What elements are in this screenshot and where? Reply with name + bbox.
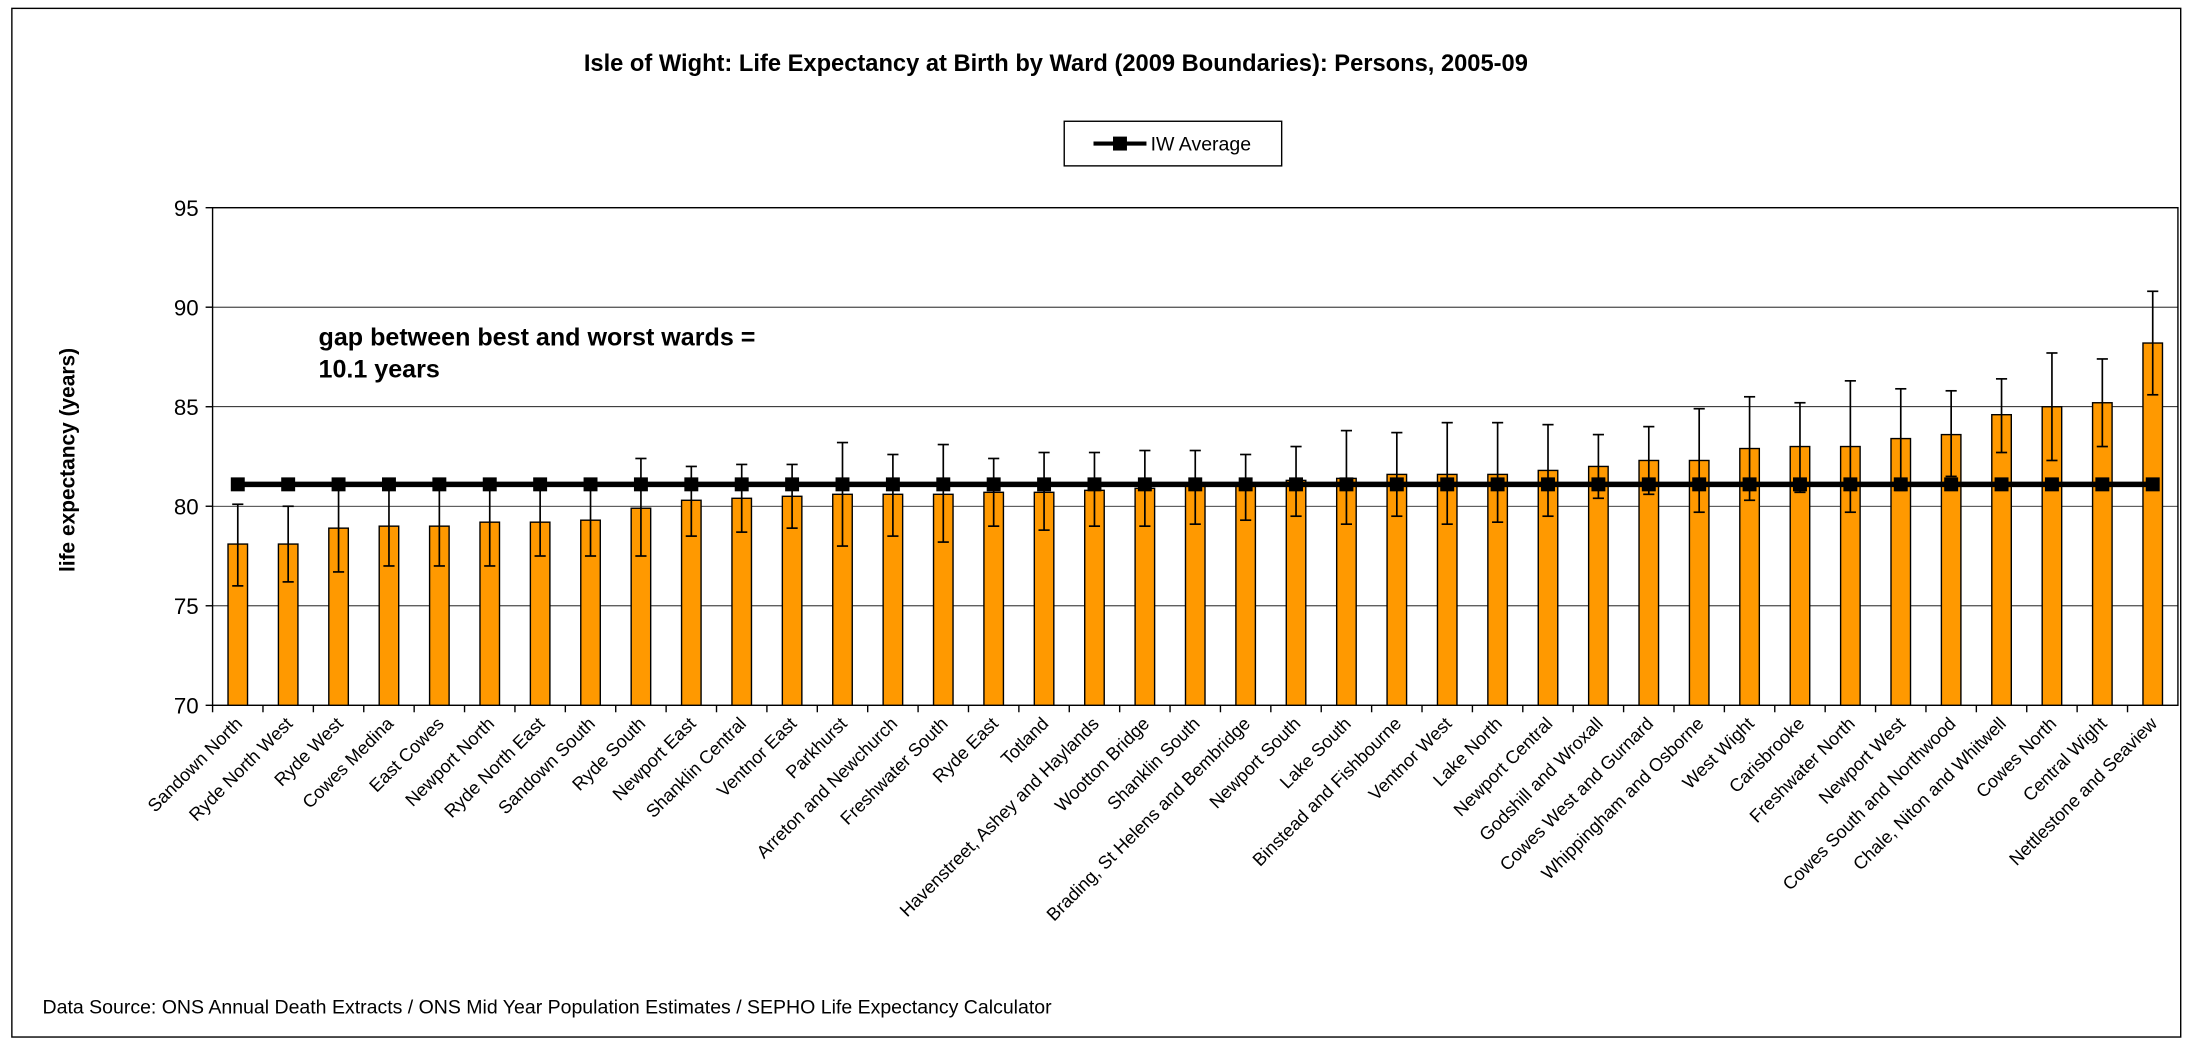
error-bar [1492,421,1504,524]
y-tick-label: 85 [174,395,199,420]
y-tick-label: 70 [174,694,199,719]
error-bar [836,441,849,547]
error-bar [1542,423,1554,518]
error-bar [282,505,294,583]
average-marker [1037,477,1052,492]
legend-marker [1113,136,1127,151]
y-tick-label: 75 [174,594,199,619]
y-tick-label: 90 [174,296,199,321]
y-axis-label: life expectancy (years) [57,348,80,572]
error-bar [2147,290,2159,396]
bar [2091,402,2113,706]
bar [1587,465,1609,706]
average-marker [986,477,1001,492]
error-bar [1693,407,1705,514]
y-tick-label: 80 [174,495,199,520]
annotation: gap between best and worst wards = [319,324,756,352]
bar [1638,459,1660,706]
average-marker [1692,477,1707,492]
error-bar [1391,431,1403,518]
legend-label: IW Average [1151,134,1251,156]
error-bar [1945,389,1957,478]
average-marker [432,477,447,492]
average-marker [1188,477,1203,492]
average-marker [1440,477,1455,492]
average-marker [1490,477,1505,492]
annotation: 10.1 years [319,356,440,384]
average-marker [633,477,648,492]
average-marker [381,477,396,492]
average-marker [2044,477,2059,492]
average-marker [583,477,598,492]
bar [1991,413,2012,706]
average-marker [885,477,900,492]
average-marker [1994,477,2009,492]
error-bar [2096,358,2108,448]
average-marker [230,477,245,492]
error-bar [887,453,899,537]
average-marker [1843,477,1858,492]
error-bar [736,463,748,533]
average-marker [533,477,548,492]
error-bar [786,463,798,529]
average-marker [1541,477,1555,492]
average-marker [1238,477,1253,492]
source-note: Data Source: ONS Annual Death Extracts /… [43,996,1053,1018]
average-marker [1793,477,1807,492]
chart-title: Isle of Wight: Life Expectancy at Birth … [584,51,1528,77]
average-marker [1591,477,1606,492]
average-marker [2095,477,2110,492]
average-marker [2145,477,2160,492]
error-bar [1441,421,1453,525]
y-tick-label: 95 [174,196,199,221]
error-bar [937,443,949,543]
average-marker [1389,477,1404,492]
average-marker [281,477,296,492]
average-marker [1087,477,1102,492]
average-marker [1893,477,1908,492]
average-marker [1339,477,1354,492]
average-marker [1742,477,1757,492]
average-marker [936,477,951,492]
error-bar [635,457,647,557]
average-marker [1137,477,1152,492]
average-marker [734,477,749,492]
error-bar [1995,378,2008,454]
error-bar [232,503,244,587]
average-marker [331,477,346,492]
average-marker [482,477,497,492]
average-marker [1641,477,1656,492]
average-marker [684,477,699,492]
bar [2142,342,2164,706]
error-bar [2046,352,2058,462]
average-marker [835,477,850,492]
error-bar [988,457,1000,527]
average-marker [1944,477,1959,492]
average-marker [1289,477,1304,492]
average-marker [785,477,800,492]
